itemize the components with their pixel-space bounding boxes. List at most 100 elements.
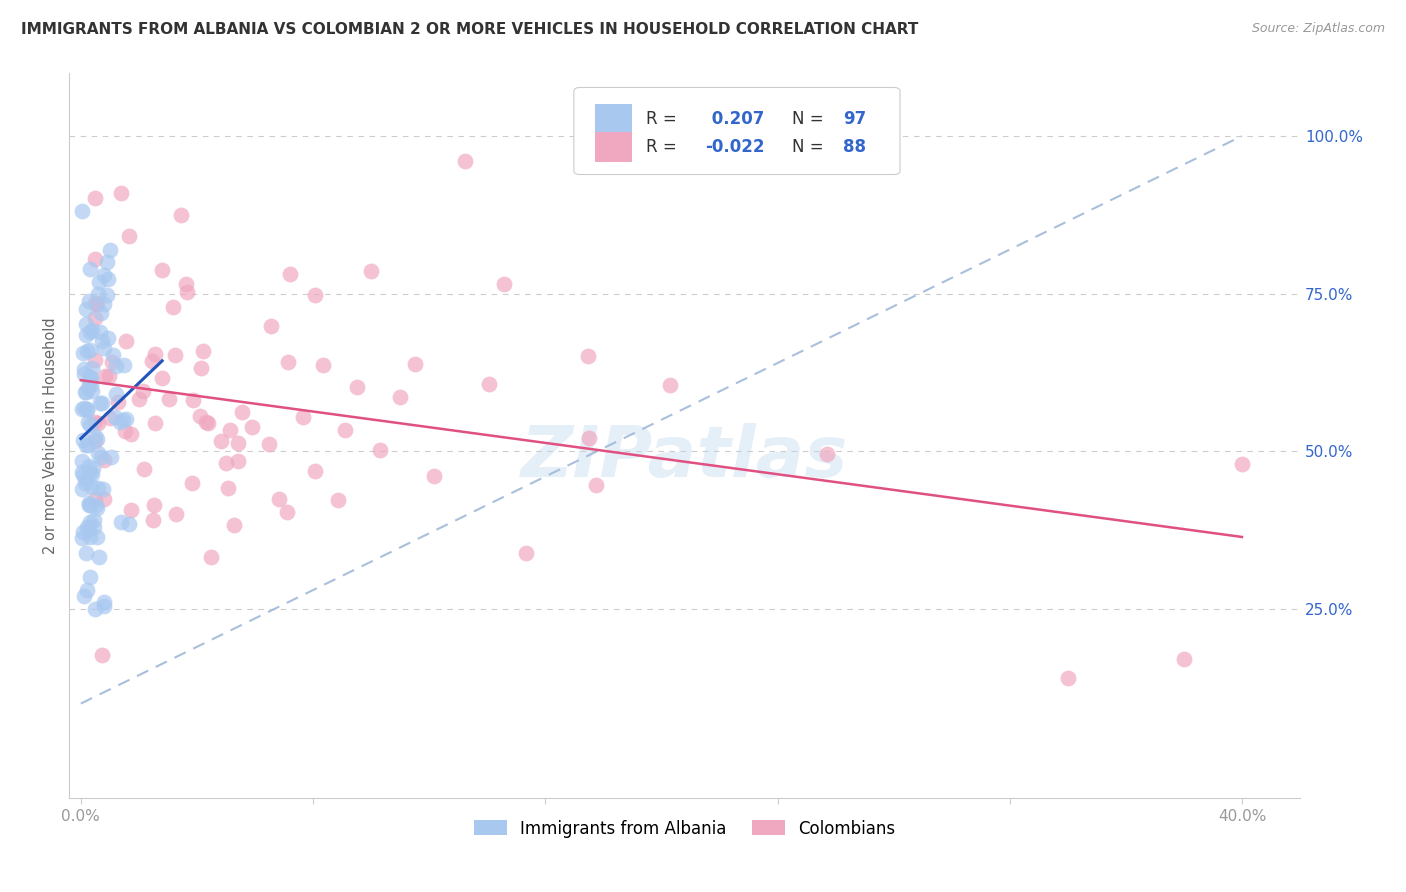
Point: [585, 477, 607, 491]
Text: 88: 88: [844, 138, 866, 156]
Point: [84, 491, 107, 506]
Point: [79, 343, 101, 357]
Point: [84, 602, 107, 616]
Point: [94, 369, 117, 384]
Text: IMMIGRANTS FROM ALBANIA VS COLOMBIAN 2 OR MORE VEHICLES IN HOUSEHOLD CORRELATION: IMMIGRANTS FROM ALBANIA VS COLOMBIAN 2 O…: [21, 22, 918, 37]
Text: N =: N =: [792, 111, 828, 128]
Point: [84, 353, 107, 368]
Point: [73, 401, 96, 415]
Point: [165, 507, 187, 521]
Point: [101, 355, 124, 369]
Point: [86, 530, 108, 544]
Point: [75, 473, 97, 487]
Point: [110, 186, 132, 200]
Point: [120, 503, 142, 517]
Point: [77, 374, 100, 388]
Point: [93, 491, 115, 506]
Point: [86, 500, 108, 515]
Point: [70, 204, 93, 219]
Point: [73, 362, 96, 376]
Point: [79, 458, 101, 473]
Point: [72, 433, 94, 447]
Point: [180, 476, 202, 491]
Point: [80, 361, 103, 376]
Text: 0.207: 0.207: [706, 111, 763, 128]
Point: [76, 520, 98, 534]
Point: [72, 345, 94, 359]
Point: [231, 405, 253, 419]
Point: [79, 467, 101, 481]
Point: [276, 505, 298, 519]
Point: [79, 530, 101, 544]
Point: [97, 369, 120, 384]
Legend: Immigrants from Albania, Colombians: Immigrants from Albania, Colombians: [467, 813, 903, 844]
Point: [304, 464, 326, 478]
Point: [96, 255, 118, 269]
Text: -0.022: -0.022: [706, 138, 765, 156]
Text: ZIPatlas: ZIPatlas: [522, 423, 848, 491]
Point: [90, 648, 112, 663]
Point: [143, 498, 166, 512]
Point: [79, 373, 101, 387]
Point: [211, 434, 233, 448]
Point: [370, 442, 392, 457]
Point: [79, 325, 101, 339]
Point: [100, 450, 122, 464]
Point: [267, 491, 290, 506]
Point: [132, 384, 155, 399]
Point: [72, 525, 94, 540]
Point: [76, 416, 98, 430]
Point: [75, 546, 97, 560]
Point: [226, 435, 249, 450]
Point: [82, 461, 104, 475]
Point: [143, 347, 166, 361]
Point: [143, 416, 166, 430]
Point: [90, 450, 112, 464]
Point: [197, 417, 219, 431]
Point: [75, 438, 97, 452]
Point: [73, 590, 96, 604]
Point: [165, 348, 187, 362]
Point: [107, 395, 129, 409]
Point: [215, 456, 238, 470]
Point: [104, 387, 127, 401]
Point: [257, 437, 280, 451]
Point: [111, 413, 134, 427]
Point: [87, 275, 110, 289]
Point: [118, 516, 141, 531]
Point: [174, 277, 197, 291]
Point: [150, 263, 173, 277]
Point: [83, 513, 105, 527]
Point: [86, 433, 108, 447]
Point: [98, 410, 121, 425]
Text: Source: ZipAtlas.com: Source: ZipAtlas.com: [1251, 22, 1385, 36]
Point: [80, 323, 103, 337]
Point: [79, 417, 101, 432]
Point: [79, 378, 101, 392]
Point: [190, 360, 212, 375]
Point: [87, 481, 110, 495]
Point: [93, 297, 115, 311]
Point: [84, 252, 107, 266]
Point: [89, 396, 111, 410]
Point: [77, 294, 100, 309]
Point: [89, 549, 111, 564]
Point: [404, 357, 426, 371]
Point: [70, 465, 93, 479]
Point: [194, 416, 217, 430]
Point: [80, 480, 103, 494]
Point: [191, 344, 214, 359]
Point: [188, 409, 211, 424]
Point: [93, 595, 115, 609]
Point: [91, 396, 114, 410]
Point: [162, 300, 184, 314]
Point: [79, 498, 101, 512]
Point: [278, 267, 301, 281]
Point: [128, 392, 150, 406]
Point: [108, 415, 131, 429]
Point: [494, 277, 516, 292]
Point: [70, 531, 93, 545]
Point: [84, 434, 107, 449]
Point: [93, 453, 115, 467]
Point: [89, 326, 111, 340]
